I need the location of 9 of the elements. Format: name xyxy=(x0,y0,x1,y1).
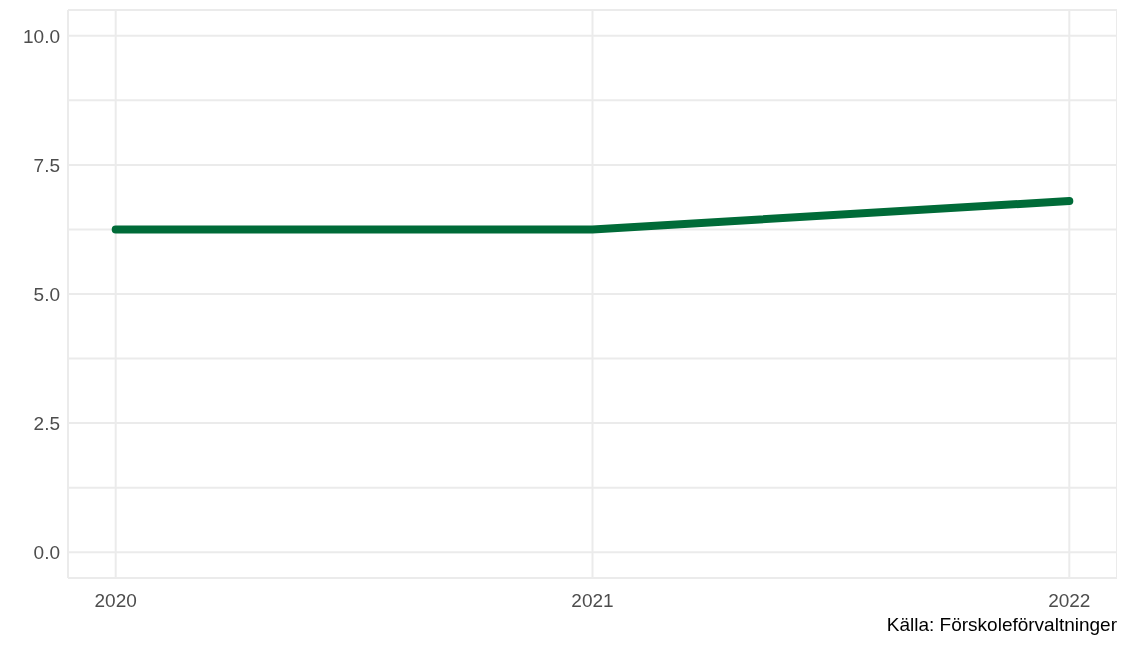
y-tick-label: 2.5 xyxy=(33,412,60,434)
x-tick-label: 2020 xyxy=(94,590,137,612)
x-tick-label: 2022 xyxy=(1048,590,1091,612)
text: Källa: Förskoleförvaltninger xyxy=(885,614,1117,636)
x-tick-label: 2021 xyxy=(571,590,614,612)
y-tick-label: 10.0 xyxy=(23,25,60,47)
y-tick-label: 5.0 xyxy=(33,283,60,305)
y-tick-label: 7.5 xyxy=(33,154,60,176)
y-tick-label: 0.0 xyxy=(33,541,60,563)
